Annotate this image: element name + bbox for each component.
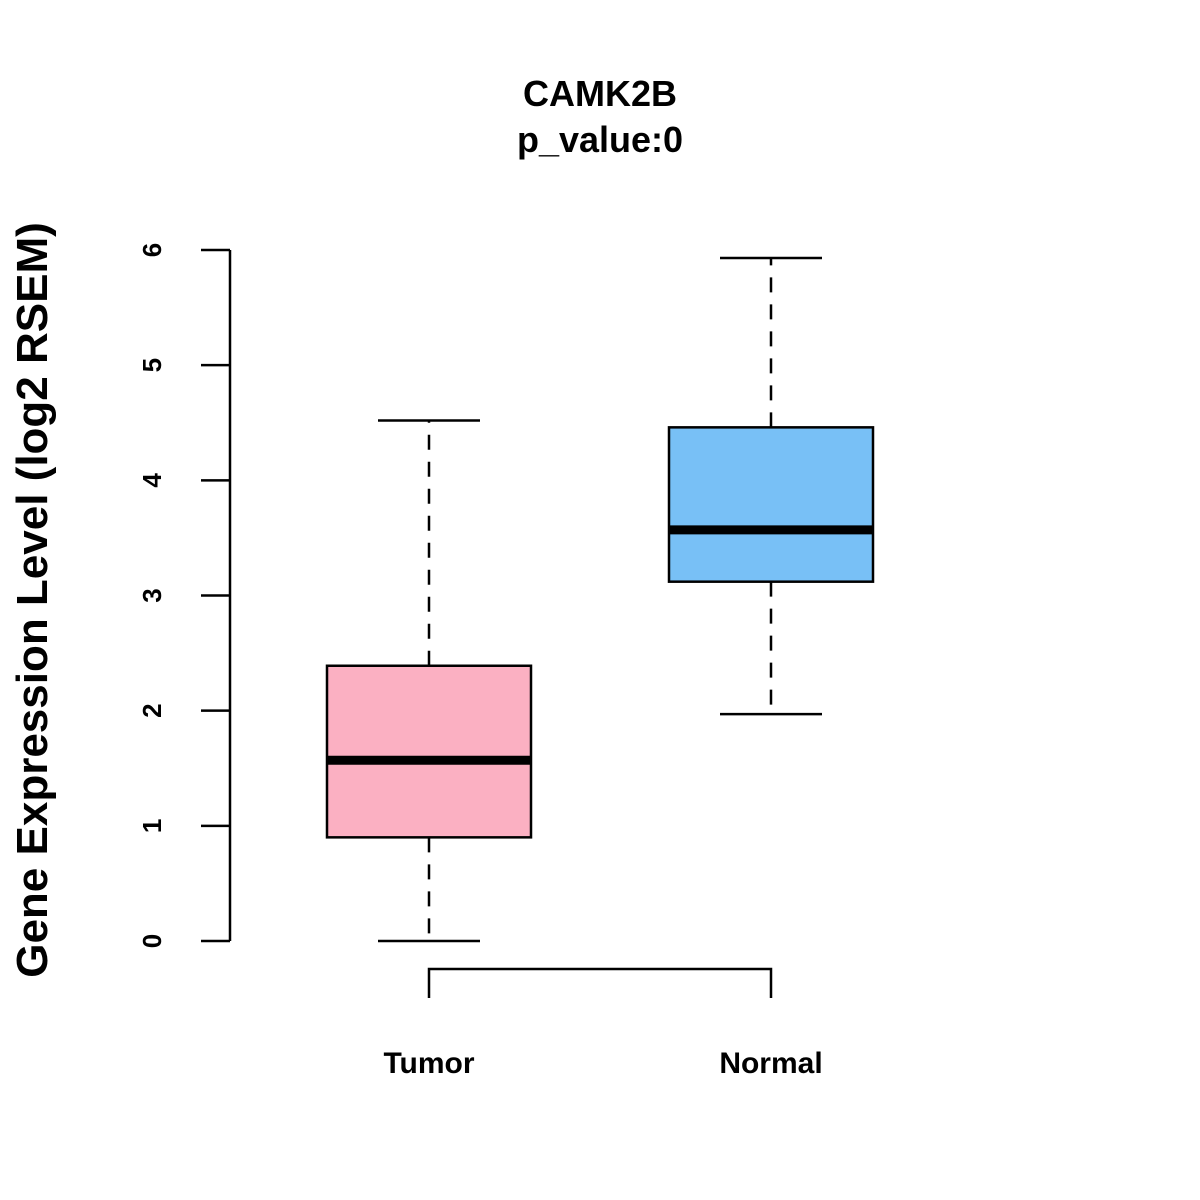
chart-title: CAMK2B [523,73,677,114]
y-tick-label: 1 [137,819,167,833]
boxes [325,256,875,943]
y-axis-label: Gene Expression Level (log2 RSEM) [8,222,57,978]
x-label-normal: Normal [719,1047,822,1080]
bracket-line [427,967,773,998]
y-tick-label: 6 [137,243,167,257]
chart-subtitle: p_value:0 [517,119,683,160]
box-normal [667,256,875,716]
box-tumor [325,419,533,943]
y-tick-label: 3 [137,588,167,602]
y-axis: 0 1 2 3 4 5 6 [137,243,232,948]
comparison-bracket [427,967,773,998]
y-tick-label: 5 [137,358,167,372]
x-axis-labels: Tumor Normal [383,1047,822,1080]
x-label-tumor: Tumor [383,1047,474,1080]
y-tick-label: 2 [137,703,167,717]
iqr-box [667,426,875,583]
y-tick-label: 4 [137,473,167,488]
y-tick-label: 0 [137,934,167,948]
iqr-box [325,664,533,839]
